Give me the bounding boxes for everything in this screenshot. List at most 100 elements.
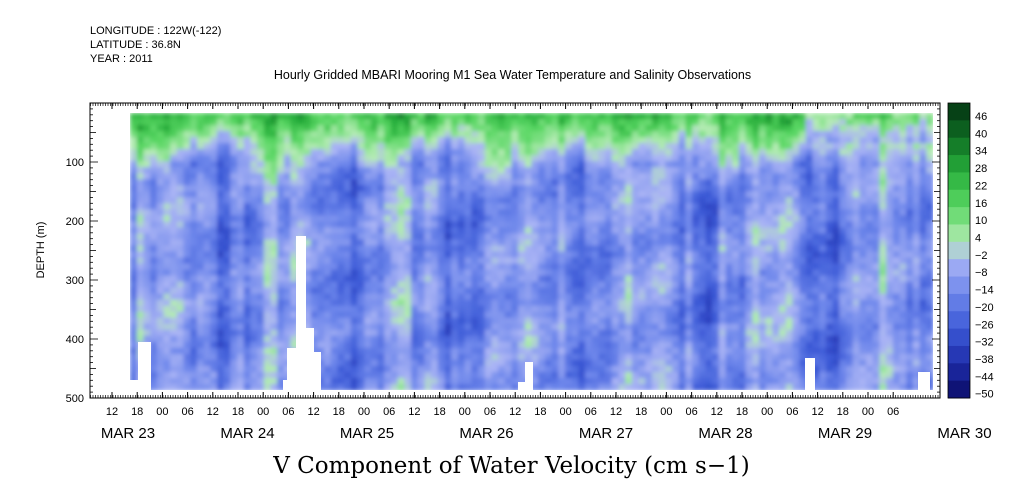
- heatmap-cell: [812, 341, 821, 349]
- heatmap-cell: [571, 239, 580, 247]
- heatmap-cell: [431, 125, 439, 132]
- heatmap-cell: [712, 359, 720, 367]
- heatmap-cell: [631, 239, 640, 247]
- heatmap-cell: [303, 299, 312, 307]
- heatmap-cell: [437, 167, 446, 175]
- heatmap-cell: [404, 269, 412, 277]
- heatmap-cell: [350, 329, 359, 337]
- heatmap-cell: [524, 203, 533, 211]
- heatmap-cell: [772, 227, 780, 235]
- heatmap-cell: [551, 359, 560, 367]
- heatmap-cell: [484, 197, 493, 205]
- heatmap-cell: [531, 371, 539, 379]
- heatmap-cell: [417, 119, 426, 126]
- heatmap-cell: [190, 323, 198, 331]
- heatmap-cell: [330, 347, 339, 355]
- heatmap-cell: [223, 359, 232, 367]
- heatmap-cell: [812, 263, 821, 271]
- heatmap-cell: [504, 185, 513, 193]
- heatmap-cell: [417, 131, 426, 138]
- heatmap-cell: [136, 257, 145, 265]
- heatmap-cell: [223, 227, 232, 235]
- heatmap-cell: [779, 155, 787, 162]
- heatmap-cell: [819, 269, 827, 277]
- heatmap-cell: [819, 257, 827, 265]
- heatmap-cell: [544, 257, 553, 265]
- heatmap-cell: [718, 185, 727, 193]
- heatmap-cell: [310, 197, 319, 205]
- heatmap-cell: [745, 209, 754, 217]
- heatmap-cell: [846, 239, 854, 247]
- heatmap-cell: [651, 167, 660, 175]
- heatmap-cell: [156, 227, 165, 235]
- heatmap-cell: [390, 149, 399, 156]
- heatmap-cell: [852, 203, 861, 211]
- heatmap-cell: [357, 377, 366, 385]
- heatmap-cell: [732, 167, 740, 175]
- heatmap-cell: [283, 245, 292, 253]
- heatmap-cell: [765, 119, 774, 126]
- heatmap-cell: [183, 353, 192, 361]
- heatmap-cell: [832, 161, 841, 168]
- heatmap-cell: [538, 143, 546, 150]
- heatmap-cell: [819, 149, 827, 156]
- heatmap-cell: [665, 155, 673, 162]
- heatmap-cell: [364, 293, 372, 301]
- heatmap-cell: [685, 191, 693, 199]
- heatmap-cell: [665, 215, 673, 223]
- heatmap-cell: [544, 269, 553, 277]
- heatmap-cell: [417, 365, 426, 373]
- heatmap-cell: [471, 353, 479, 361]
- heatmap-cell: [196, 257, 205, 265]
- heatmap-cell: [725, 173, 734, 181]
- heatmap-cell: [504, 287, 513, 295]
- heatmap-cell: [618, 233, 626, 241]
- heatmap-cell: [504, 119, 513, 126]
- heatmap-cell: [190, 215, 198, 223]
- heatmap-cell: [625, 173, 633, 181]
- heatmap-cell: [792, 227, 800, 235]
- heatmap-cell: [531, 359, 539, 367]
- heatmap-cell: [216, 377, 225, 385]
- heatmap-cell: [571, 191, 580, 199]
- heatmap-cell: [571, 125, 580, 132]
- heatmap-cell: [638, 329, 647, 337]
- heatmap-cell: [846, 311, 854, 319]
- heatmap-cell: [551, 209, 560, 217]
- heatmap-cell: [190, 293, 198, 301]
- heatmap-cell: [725, 155, 734, 162]
- heatmap-cell: [718, 143, 727, 150]
- heatmap-cell: [765, 221, 774, 229]
- heatmap-cell: [591, 221, 600, 229]
- heatmap-cell: [257, 269, 265, 277]
- heatmap-cell: [384, 239, 392, 247]
- heatmap-cell: [437, 251, 446, 259]
- heatmap-cell: [397, 125, 406, 132]
- heatmap-cell: [611, 167, 620, 175]
- heatmap-cell: [738, 227, 747, 235]
- heatmap-cell: [598, 257, 606, 265]
- heatmap-cell: [196, 371, 205, 379]
- heatmap-cell: [571, 305, 580, 313]
- heatmap-cell: [357, 131, 366, 138]
- heatmap-cell: [785, 317, 794, 325]
- heatmap-cell: [832, 383, 841, 390]
- heatmap-cell: [799, 365, 807, 373]
- heatmap-cell: [437, 281, 446, 289]
- heatmap-cell: [524, 293, 533, 301]
- heatmap-cell: [825, 155, 834, 162]
- heatmap-cell: [799, 167, 807, 175]
- heatmap-cell: [799, 143, 807, 150]
- heatmap-cell: [698, 239, 707, 247]
- heatmap-cell: [665, 257, 673, 265]
- heatmap-cell: [384, 341, 392, 349]
- heatmap-cell: [183, 305, 192, 313]
- heatmap-cell: [277, 197, 285, 205]
- heatmap-cell: [216, 137, 225, 144]
- heatmap-cell: [585, 341, 593, 349]
- heatmap-cell: [210, 299, 218, 307]
- heatmap-cell: [384, 167, 392, 175]
- heatmap-cell: [390, 221, 399, 229]
- heatmap-cell: [651, 155, 660, 162]
- heatmap-cell: [163, 113, 171, 120]
